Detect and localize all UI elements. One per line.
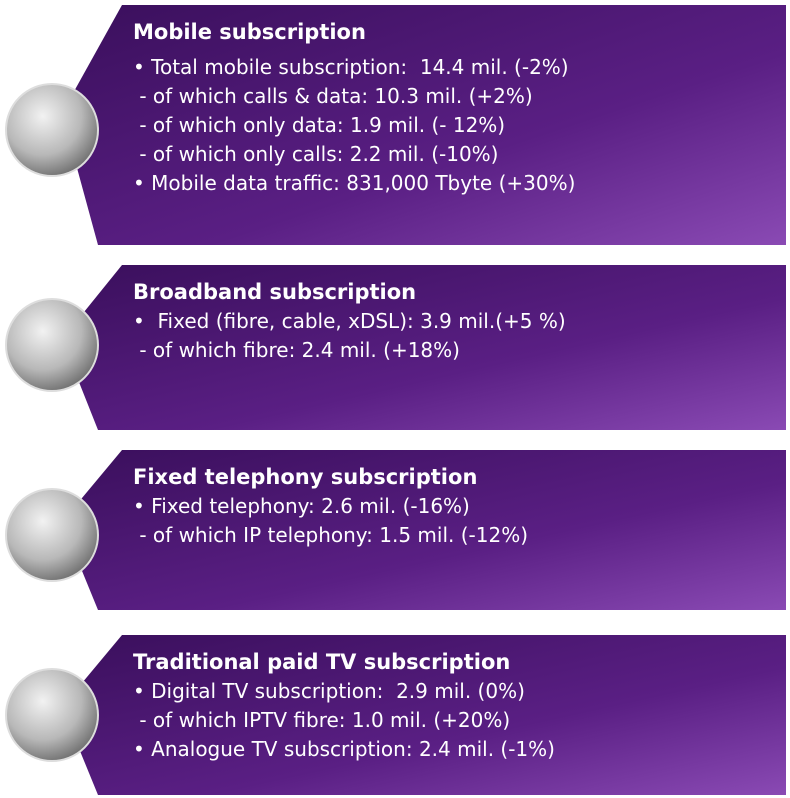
panel-line: - of which IPTV fibre: 1.0 mil. (+20%) xyxy=(133,706,555,735)
panel-photo xyxy=(6,489,98,581)
panel-photo xyxy=(6,669,98,761)
panel-line: • Total mobile subscription: 14.4 mil. (… xyxy=(133,53,575,82)
panel-line: - of which fibre: 2.4 mil. (+18%) xyxy=(133,336,566,365)
panel-text: Fixed telephony subscription• Fixed tele… xyxy=(133,462,528,550)
panel-title: Fixed telephony subscription xyxy=(133,462,528,492)
panel-line: - of which IP telephony: 1.5 mil. (-12%) xyxy=(133,521,528,550)
panel-photo xyxy=(6,84,98,176)
panel-text: Broadband subscription• Fixed (fibre, ca… xyxy=(133,277,566,365)
panel-line: • Analogue TV subscription: 2.4 mil. (-1… xyxy=(133,735,555,764)
panel-line: • Fixed (fibre, cable, xDSL): 3.9 mil.(+… xyxy=(133,307,566,336)
panel-title: Mobile subscription xyxy=(133,17,575,47)
panel-text: Mobile subscription • Total mobile subscr… xyxy=(133,17,575,198)
panel-line: - of which only data: 1.9 mil. (- 12%) xyxy=(133,111,575,140)
panel-line: - of which only calls: 2.2 mil. (-10%) xyxy=(133,140,575,169)
panel-photo xyxy=(6,299,98,391)
panel-text: Traditional paid TV subscription• Digita… xyxy=(133,647,555,764)
panel-line: - of which calls & data: 10.3 mil. (+2%) xyxy=(133,82,575,111)
panel-line: • Fixed telephony: 2.6 mil. (-16%) xyxy=(133,492,528,521)
panel-line: • Mobile data traffic: 831,000 Tbyte (+3… xyxy=(133,169,575,198)
info-panel: Fixed telephony subscription• Fixed tele… xyxy=(0,450,790,610)
info-panel: Traditional paid TV subscription• Digita… xyxy=(0,635,790,795)
info-panel: Broadband subscription• Fixed (fibre, ca… xyxy=(0,265,790,430)
panel-title: Traditional paid TV subscription xyxy=(133,647,555,677)
page: Mobile subscription • Total mobile subscr… xyxy=(0,0,790,798)
info-panel: Mobile subscription • Total mobile subscr… xyxy=(0,5,790,245)
panel-line: • Digital TV subscription: 2.9 mil. (0%) xyxy=(133,677,555,706)
panel-title: Broadband subscription xyxy=(133,277,566,307)
